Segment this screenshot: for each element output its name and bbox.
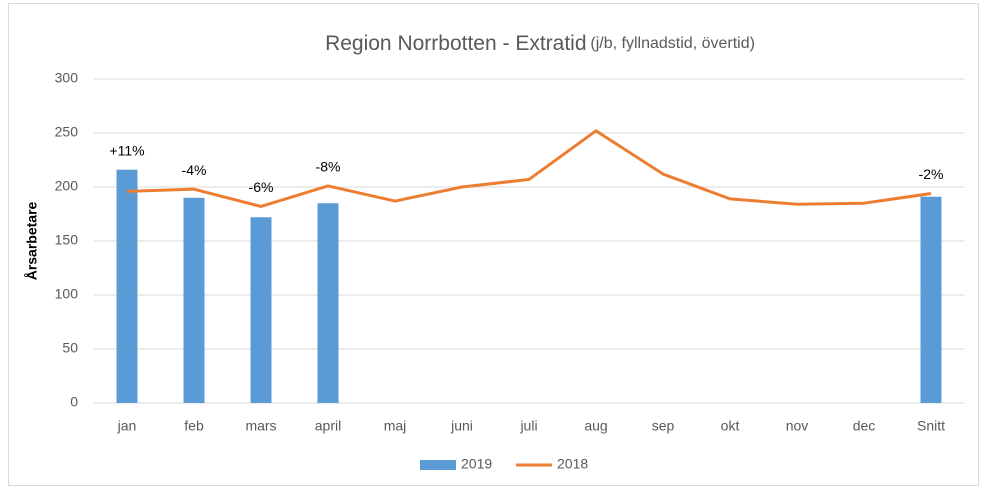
x-tick-label: juli: [519, 418, 537, 434]
x-tick-label: sep: [652, 418, 675, 434]
y-tick-label: 200: [55, 178, 79, 194]
x-tick-label: okt: [721, 418, 740, 434]
legend-label: 2019: [461, 456, 492, 472]
y-tick-label: 100: [55, 286, 79, 302]
chart-subtitle: (j/b, fyllnadstid, övertid): [590, 35, 755, 52]
x-tick-label: aug: [584, 418, 607, 434]
bar: [116, 169, 138, 403]
bar: [183, 197, 205, 403]
x-tick-label: dec: [853, 418, 876, 434]
x-tick-label: jan: [117, 418, 137, 434]
bar: [250, 217, 272, 403]
y-tick-label: 300: [55, 70, 79, 86]
chart-title: Region Norrbotten - Extratid: [325, 32, 586, 55]
chart-frame: [8, 3, 979, 486]
x-tick-label: mars: [245, 418, 276, 434]
legend-swatch: [420, 460, 456, 470]
bar: [920, 196, 942, 403]
annotation: -8%: [316, 159, 341, 175]
y-tick-label: 0: [70, 394, 78, 410]
y-axis-label: Årsarbetare: [24, 201, 40, 280]
bar: [317, 203, 339, 403]
x-tick-label: maj: [384, 418, 407, 434]
x-tick-label: april: [315, 418, 341, 434]
y-tick-label: 250: [55, 124, 79, 140]
annotation: -6%: [249, 179, 274, 195]
legend-label: 2018: [557, 456, 588, 472]
x-tick-label: juni: [450, 418, 473, 434]
x-tick-label: Snitt: [917, 418, 945, 434]
y-tick-label: 50: [62, 340, 78, 356]
annotation: +11%: [109, 142, 144, 158]
annotation: -2%: [919, 166, 944, 182]
x-tick-label: nov: [786, 418, 809, 434]
y-tick-label: 150: [55, 232, 79, 248]
x-tick-label: feb: [184, 418, 204, 434]
line: [126, 129, 932, 208]
chart-title-group: Region Norrbotten - Extratid (j/b, fylln…: [325, 32, 755, 55]
annotation: -4%: [182, 162, 207, 178]
